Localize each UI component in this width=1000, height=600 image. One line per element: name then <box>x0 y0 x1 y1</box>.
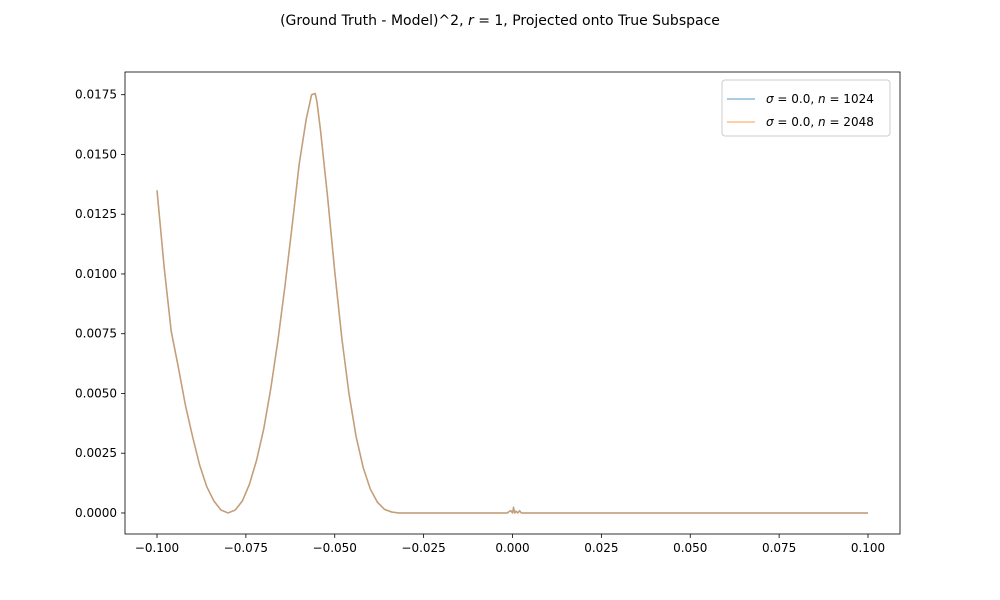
x-tick-label: 0.000 <box>495 541 529 555</box>
y-tick-label: 0.0150 <box>75 147 117 161</box>
chart-title: (Ground Truth - Model)^2, r = 1, Project… <box>280 13 720 29</box>
legend-label-part: n <box>818 115 826 129</box>
x-tick-label: 0.100 <box>851 541 885 555</box>
legend-label-part: = 1024 <box>826 92 874 106</box>
chart-title-part-1: (Ground Truth - Model)^2, <box>280 13 468 29</box>
x-tick-label: −0.050 <box>313 541 357 555</box>
legend-label-part: = 0.0, <box>774 115 818 129</box>
axes-frame <box>124 71 901 535</box>
series-line-2 <box>156 92 868 514</box>
chart-title-part-3: = 1, Projected onto True Subspace <box>474 13 720 29</box>
x-tick-label: −0.100 <box>135 541 179 555</box>
legend-box <box>721 79 891 137</box>
legend-label-part: σ <box>766 115 774 129</box>
chart-title-part-2: r <box>468 13 475 29</box>
legend-label-1: σ = 0.0, n = 1024 <box>766 92 874 106</box>
y-tick-label: 0.0125 <box>75 207 117 221</box>
legend-label-part: n <box>818 92 826 106</box>
x-tick-label: −0.025 <box>401 541 445 555</box>
plot-area: −0.100 −0.075 −0.050 −0.025 0.000 0.025 0.050 0… <box>75 71 901 555</box>
x-tick-label: 0.025 <box>584 541 618 555</box>
x-tick-label: 0.075 <box>762 541 796 555</box>
y-tick-label: 0.0025 <box>75 446 117 460</box>
y-tick-label: 0.0075 <box>75 327 117 341</box>
legend-label-part: = 0.0, <box>774 92 818 106</box>
y-tick-label: 0.0175 <box>75 88 117 102</box>
y-tick-label: 0.0050 <box>75 386 117 400</box>
x-tick-label: 0.050 <box>673 541 707 555</box>
legend-label-part: = 2048 <box>826 115 874 129</box>
y-tick-label: 0.0000 <box>75 506 117 520</box>
y-tick-label: 0.0100 <box>75 267 117 281</box>
x-tick-label: −0.075 <box>224 541 268 555</box>
legend-label-part: σ <box>766 92 774 106</box>
legend-label-2: σ = 0.0, n = 2048 <box>766 115 874 129</box>
